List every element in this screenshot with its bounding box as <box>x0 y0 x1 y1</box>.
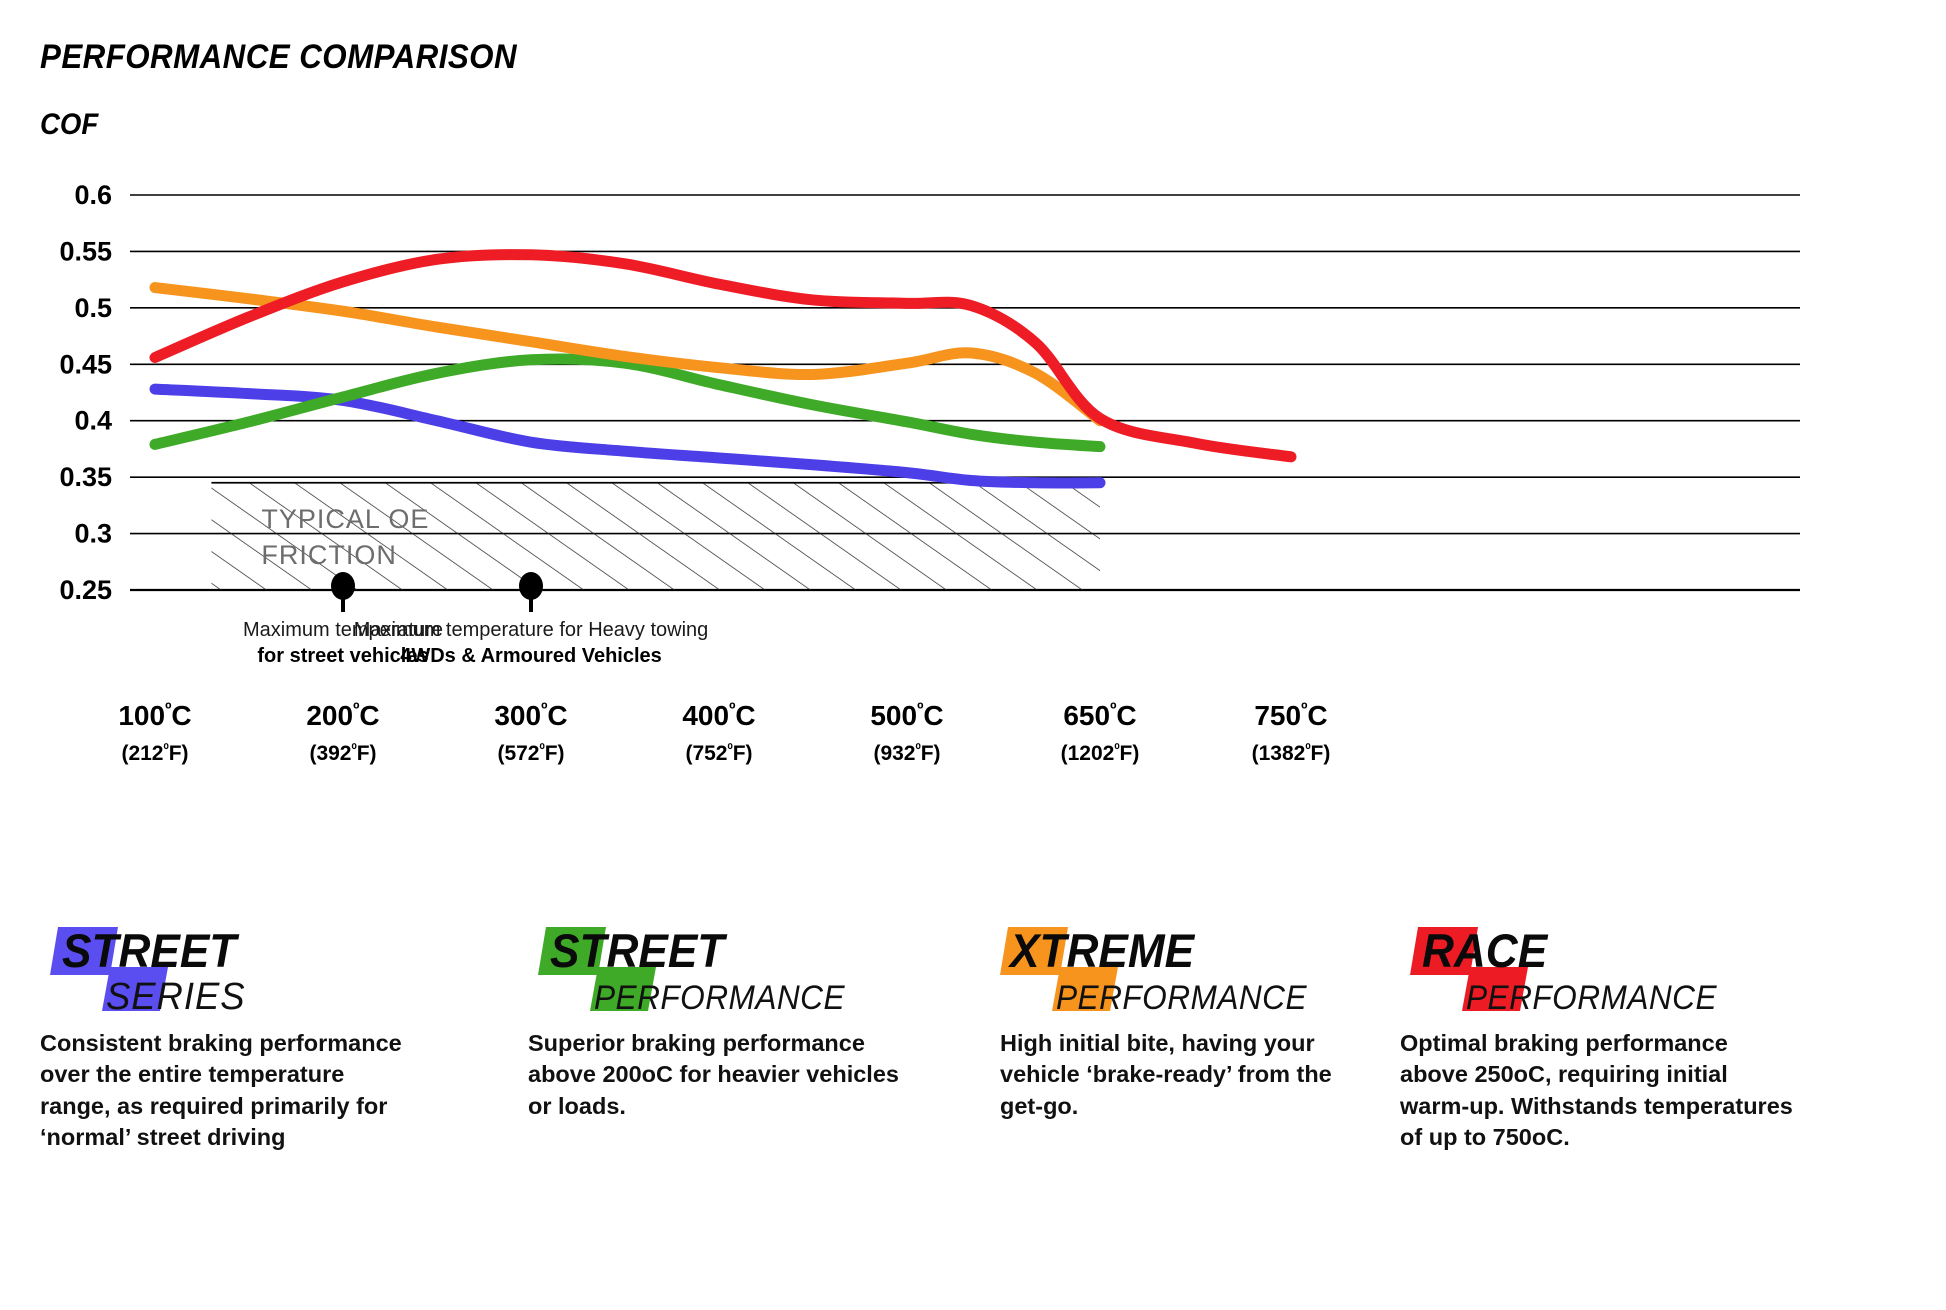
series-line-xtreme-performance <box>149 282 1106 427</box>
series-lines <box>149 249 1297 489</box>
series-line-street-performance <box>149 353 1106 453</box>
page-title: PERFORMANCE COMPARISON <box>40 38 518 76</box>
race-performance-logo: RACE PERFORMANCE <box>1400 905 1800 1020</box>
chart-area: 0.6 0.55 0.5 0.45 0.4 0.35 0.3 0.25 TYPICAL OE F… <box>0 150 1946 850</box>
logo-main-text: XTREME <box>1007 925 1196 978</box>
x-tick-label-fahrenheit: (392⁰F) <box>309 741 376 766</box>
x-tick-label-celsius: 400ºC <box>682 699 755 731</box>
y-axis-labels: 0.6 0.55 0.5 0.45 0.4 0.35 0.3 0.25 <box>59 180 112 605</box>
marker-dot <box>519 572 543 600</box>
street-performance-logo: STREET PERFORMANCE <box>528 905 903 1020</box>
x-tick-label-celsius: 650ºC <box>1063 699 1136 731</box>
street-series-logo: STREET SERIES <box>40 905 410 1020</box>
marker-dot <box>331 572 355 600</box>
series-line-race-performance <box>149 249 1297 463</box>
y-tick-label: 0.25 <box>59 575 112 605</box>
logo-main-text: STREET <box>62 925 240 978</box>
logo-sub-text: PERFORMANCE <box>1056 978 1308 1015</box>
xtreme-performance-logo: XTREME PERFORMANCE <box>1000 905 1375 1020</box>
badge-shape <box>538 927 656 1011</box>
badge-shape <box>1000 927 1118 1011</box>
x-tick-label-fahrenheit: (212⁰F) <box>121 741 188 766</box>
x-tick-label-fahrenheit: (1382⁰F) <box>1252 741 1331 766</box>
x-tick-label-fahrenheit: (572⁰F) <box>497 741 564 766</box>
marker-label-bottom: for street vehicles <box>257 645 428 667</box>
y-tick-label: 0.45 <box>59 349 112 379</box>
x-tick-label-celsius: 750ºC <box>1254 699 1327 731</box>
legend-description: Superior braking performance above 200oC… <box>528 1030 899 1119</box>
cof-line-chart: 0.6 0.55 0.5 0.45 0.4 0.35 0.3 0.25 TYPICAL OE F… <box>59 180 1800 765</box>
legend-item-xtreme-performance[interactable]: XTREME PERFORMANCE High initial bite, ha… <box>1000 905 1375 1122</box>
hatch-fill <box>211 482 1100 590</box>
y-tick-label: 0.5 <box>74 293 112 323</box>
x-tick-label-celsius: 200ºC <box>306 699 379 731</box>
y-tick-label: 0.35 <box>59 462 112 492</box>
logo-main-text: RACE <box>1422 925 1549 978</box>
product-legend: STREET SERIES Consistent braking perform… <box>0 905 1946 1305</box>
x-axis-labels: 100ºC (212⁰F) 200ºC (392⁰F) 300ºC (572⁰F) 400º… <box>118 699 1330 765</box>
hatch-region-label: FRICTION <box>261 540 397 570</box>
y-tick-label: 0.55 <box>59 236 112 266</box>
y-tick-label: 0.4 <box>74 406 112 436</box>
temperature-markers: Maximum temperature for street vehicles Ma… <box>243 572 708 667</box>
legend-description: Consistent braking performance over the … <box>40 1030 402 1150</box>
badge-shape <box>1410 927 1528 1011</box>
logo-sub-text: SERIES <box>106 974 246 1015</box>
x-tick-label-fahrenheit: (752⁰F) <box>685 741 752 766</box>
logo-main-text: STREET <box>550 925 728 978</box>
legend-item-street-performance[interactable]: STREET PERFORMANCE Superior braking perf… <box>528 905 903 1122</box>
logo-sub-text: PERFORMANCE <box>594 978 846 1015</box>
legend-description: High initial bite, having your vehicle ‘… <box>1000 1030 1332 1119</box>
x-tick-label-fahrenheit: (1202⁰F) <box>1061 741 1140 766</box>
legend-description: Optimal braking performance above 250oC,… <box>1400 1030 1793 1150</box>
marker-label-top: Maximum temperature <box>243 619 443 641</box>
x-tick-label-celsius: 500ºC <box>870 699 943 731</box>
badge-shape <box>50 927 168 1011</box>
legend-item-street-series[interactable]: STREET SERIES Consistent braking perform… <box>40 905 410 1153</box>
typical-oe-friction-region: TYPICAL OE FRICTION <box>211 481 1100 590</box>
x-tick-label-fahrenheit: (932⁰F) <box>873 741 940 766</box>
x-tick-label-celsius: 100ºC <box>118 699 191 731</box>
y-tick-label: 0.3 <box>74 519 112 549</box>
hatch-region-label: TYPICAL OE <box>261 504 429 534</box>
y-tick-label: 0.6 <box>74 180 112 210</box>
marker-label-bottom: 4WDs & Armoured Vehicles <box>400 645 662 667</box>
marker-label-top: Maximum temperature for Heavy towing <box>354 619 709 641</box>
axis-title-cof: COF <box>40 108 99 141</box>
legend-item-race-performance[interactable]: RACE PERFORMANCE Optimal braking perform… <box>1400 905 1800 1153</box>
x-tick-label-celsius: 300ºC <box>494 699 567 731</box>
logo-sub-text: PERFORMANCE <box>1466 978 1718 1015</box>
